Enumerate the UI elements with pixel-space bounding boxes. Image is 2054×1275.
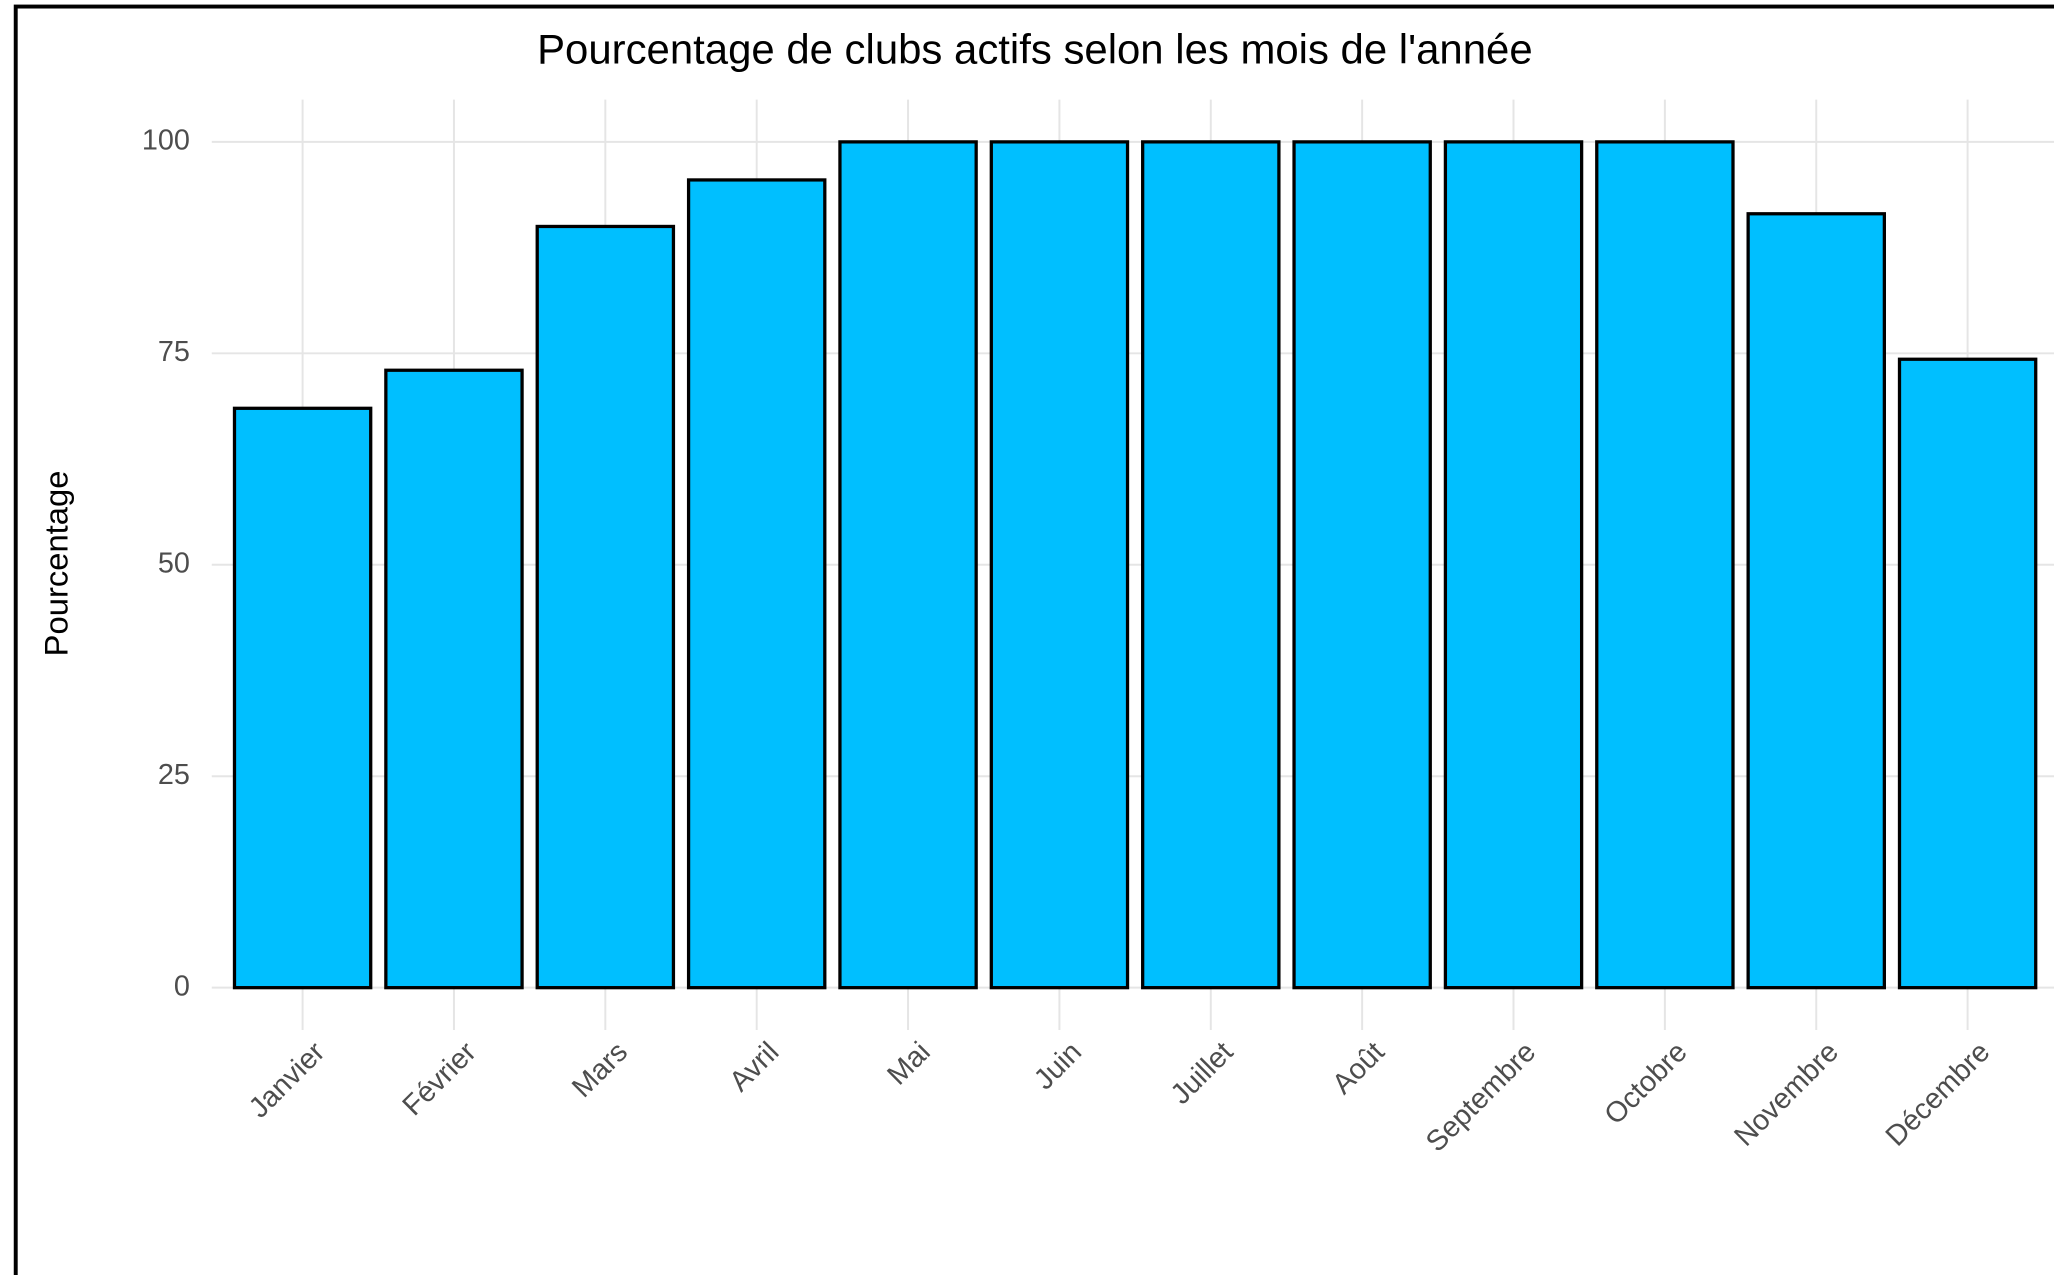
x-tick-label: Février xyxy=(397,1036,483,1122)
x-tick-label: Mai xyxy=(881,1036,936,1091)
x-tick-label: Octobre xyxy=(1598,1036,1693,1131)
x-tick-label: Décembre xyxy=(1880,1036,1997,1153)
x-tick-label: Avril xyxy=(723,1036,785,1098)
bar xyxy=(1897,357,2038,990)
chart-title: Pourcentage de clubs actifs selon les mo… xyxy=(537,25,1533,72)
frame xyxy=(13,4,2054,1275)
bar xyxy=(1443,140,1584,990)
y-tick-label: 75 xyxy=(158,336,190,368)
x-tick-label: Juin xyxy=(1028,1036,1088,1096)
x-tick-label: Novembre xyxy=(1728,1036,1845,1153)
y-axis-label: Pourcentage xyxy=(38,471,75,657)
x-tick-label: Juillet xyxy=(1165,1036,1240,1111)
bar xyxy=(989,140,1130,990)
bar xyxy=(1292,140,1432,990)
bar xyxy=(232,406,373,990)
bar xyxy=(838,140,978,990)
x-tick-label: Septembre xyxy=(1420,1036,1542,1158)
y-tick-label: 25 xyxy=(158,759,190,791)
y-tick-label: 0 xyxy=(174,970,190,1002)
x-tick-label: Août xyxy=(1326,1036,1391,1101)
bar xyxy=(384,368,524,990)
bar xyxy=(686,178,827,990)
bar xyxy=(1746,212,1886,990)
x-tick-label: Janvier xyxy=(243,1036,332,1125)
y-tick-label: 100 xyxy=(142,124,190,156)
y-tick-label: 50 xyxy=(158,547,190,579)
bar xyxy=(535,224,676,990)
bar xyxy=(1595,140,1735,990)
bar xyxy=(1141,140,1281,990)
x-tick-label: Mars xyxy=(566,1036,634,1104)
